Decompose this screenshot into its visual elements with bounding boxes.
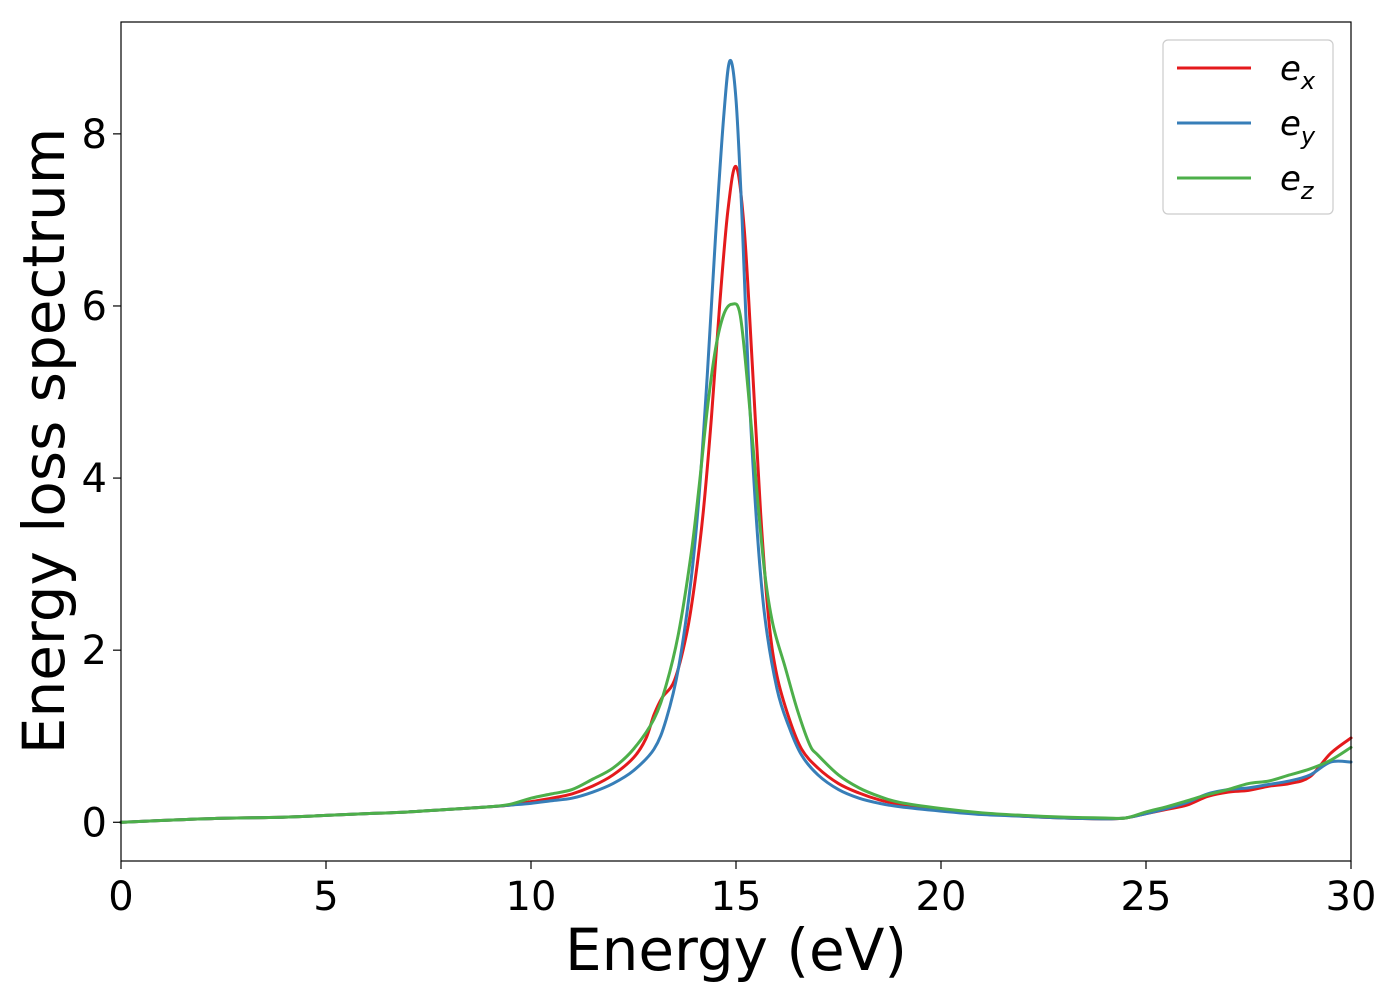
x-tick-label: 20 [916,874,967,920]
axis-layer: 0 5 10 15 20 25 30 0 2 4 6 8 [82,112,1377,920]
x-axis-title: Energy (eV) [565,916,907,984]
plot-background [121,22,1351,861]
legend-box [1162,39,1334,215]
y-tick-label: 2 [82,628,107,674]
legend-label-e-x: ex [1280,49,1316,95]
y-tick-label: 4 [82,456,107,502]
series-line-e-z [119,302,1353,824]
x-tick-label: 10 [506,874,557,920]
series-layer [119,58,1353,824]
x-tick-label: 15 [711,874,762,920]
legend-label-e-z: ez [1280,159,1315,205]
x-tick-label: 30 [1326,874,1377,920]
y-axis-title: Energy loss spectrum [10,128,78,754]
x-tick-label: 5 [313,874,338,920]
x-tick-label: 0 [108,874,133,920]
y-tick-label: 8 [82,112,107,158]
series-line-e-y [119,58,1353,824]
legend-label-e-y: ey [1280,104,1316,150]
y-tick-label: 0 [82,800,107,846]
plot-frame [120,21,1352,862]
x-tick-label: 25 [1121,874,1172,920]
legend-items: ex ey ez [1177,49,1316,205]
y-tick-label: 6 [82,284,107,330]
legend: ex ey ez [1162,39,1334,215]
